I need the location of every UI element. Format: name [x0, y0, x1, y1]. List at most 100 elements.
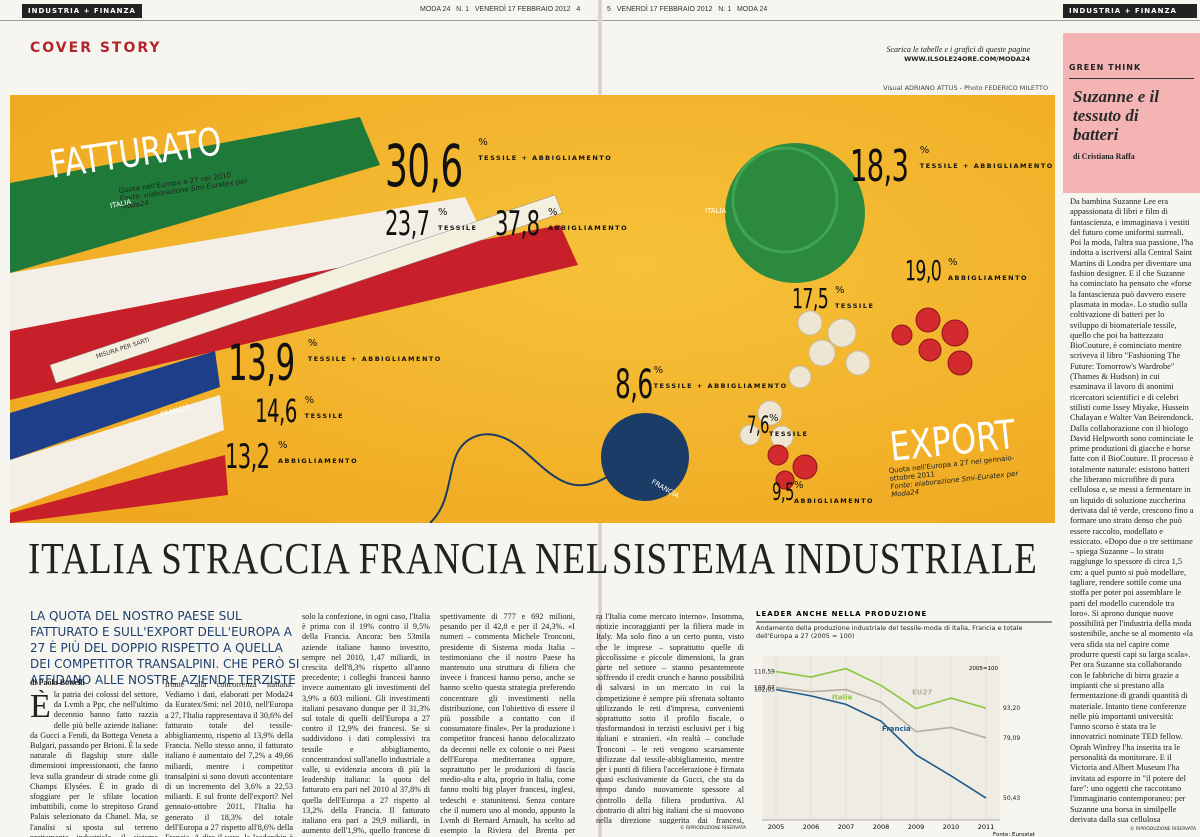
byline: di Paola Bottelli: [30, 678, 85, 687]
section-tab: INDUSTRIA + FINANZA: [22, 4, 142, 18]
figure: 8,6% TESSILE + ABBIGLIAMENTO: [615, 365, 788, 405]
figure-side: % TESSILE: [305, 395, 344, 420]
figure-label: ABBIGLIAMENTO: [947, 274, 1029, 282]
yarn-thread: [429, 433, 611, 523]
value-label: 102,05: [754, 687, 775, 694]
annotation: 2005=100: [969, 666, 999, 672]
folio: MODA 24 N. 1 VENERDÌ 17 FEBBRAIO 2012 4: [420, 6, 581, 13]
figure-unit: %: [278, 440, 288, 451]
figure-label: TESSILE: [438, 224, 478, 232]
figure: 17,5% TESSILE: [792, 285, 874, 313]
figure-label: TESSILE + ABBIGLIAMENTO: [919, 162, 1054, 170]
figure-value: 30,6: [385, 132, 463, 200]
article-column: ra l'Italia come mercato interno». Insom…: [596, 612, 744, 824]
figure-side: % TESSILE + ABBIGLIAMENTO: [654, 365, 788, 390]
figure-side: % TESSILE: [835, 285, 874, 310]
value-label: 93,20: [1003, 705, 1020, 712]
sidebar-byline: di Cristiana Raffa: [1073, 152, 1135, 161]
headline: ITALIA STRACCIA FRANCIA NEL: [28, 534, 610, 583]
article-column: fronte alla concorrenza italiana. Vediam…: [165, 680, 293, 837]
figure-side: % ABBIGLIAMENTO: [948, 257, 1028, 282]
figure: 30,6% TESSILE + ABBIGLIAMENTO: [385, 137, 612, 195]
figure-side: % TESSILE: [438, 207, 477, 232]
yarn: [725, 143, 865, 283]
subhead: LA QUOTA DEL NOSTRO PAESE SUL FATTURATO …: [30, 609, 300, 687]
figure-unit: %: [438, 207, 448, 218]
figure-label: TESSILE: [834, 302, 875, 310]
figure-unit: %: [307, 338, 318, 349]
figure-unit: %: [919, 145, 930, 156]
drop-cap: È: [30, 690, 51, 725]
figure-label: ABBIGLIAMENTO: [548, 224, 629, 232]
headline: SISTEMA INDUSTRIALE: [612, 534, 1038, 583]
x-tick-label: 2009: [908, 823, 925, 831]
tape: [49, 194, 563, 384]
figure-value: 23,7: [385, 204, 430, 244]
figure-unit: %: [834, 285, 845, 296]
figure-value: 37,8: [495, 204, 540, 244]
figure-value: 13,9: [228, 334, 295, 392]
figure-value: 18,3: [850, 141, 909, 192]
copyright: © RIPRODUZIONE RISERVATA: [1130, 827, 1197, 832]
ribbon: [10, 351, 220, 460]
ribbon: [10, 197, 488, 331]
download-url[interactable]: WWW.ILSOLE24ORE.COM/MODA24: [904, 55, 1030, 63]
figure-unit: %: [947, 257, 958, 268]
figure-label: TESSILE + ABBIGLIAMENTO: [307, 355, 442, 363]
figure: 19,0% ABBIGLIAMENTO: [905, 257, 1028, 285]
figure: 14,6% TESSILE: [255, 395, 344, 427]
value-label: 50,43: [1003, 795, 1020, 802]
figure-side: % TESSILE + ABBIGLIAMENTO: [478, 137, 612, 162]
x-tick-label: 2011: [978, 823, 995, 831]
figure-value: 7,6: [747, 411, 769, 439]
value-label: 110,59: [754, 669, 775, 676]
figure-value: 14,6: [255, 392, 297, 430]
figure-unit: %: [653, 365, 664, 376]
article-column: solo la confezione, in ogni caso, l'Ital…: [302, 612, 430, 837]
copyright: © RIPRODUZIONE RISERVATA: [680, 826, 747, 831]
figure-value: 17,5: [792, 282, 829, 315]
sidebar-body: Da bambina Suzanne Lee era appassionata …: [1070, 197, 1194, 824]
figure-side: % TESSILE + ABBIGLIAMENTO: [920, 145, 1054, 170]
line: [775, 686, 987, 739]
value-label: 79,09: [1003, 735, 1020, 742]
download-text: Scarica le tabelle e i grafici di queste…: [886, 45, 1030, 54]
figure-value: 13,2: [225, 437, 270, 477]
figure: 37,8% ABBIGLIAMENTO: [495, 207, 628, 241]
x-tick-label: 2005: [768, 823, 785, 831]
sidebar-section: GREEN THINK: [1069, 63, 1142, 72]
sidebar-header: GREEN THINK Suzanne e il tessuto di batt…: [1063, 33, 1200, 193]
chart-title: LEADER ANCHE NELLA PRODUZIONE: [756, 610, 927, 618]
x-tick-label: 2010: [943, 823, 960, 831]
figure: 9,5% ABBIGLIAMENTO: [772, 480, 874, 505]
ribbon: [10, 455, 228, 523]
download: Scarica le tabelle e i grafici di queste…: [880, 45, 1030, 63]
figure-unit: %: [793, 480, 804, 491]
figure-value: 8,6: [615, 362, 653, 408]
figure-unit: %: [304, 395, 315, 406]
column-text: la patria dei colossi del settore, da Lv…: [30, 690, 158, 837]
chart: LEADER ANCHE NELLA PRODUZIONE Andamento …: [754, 610, 1052, 837]
figure: 23,7% TESSILE: [385, 207, 477, 241]
figure-label: TESSILE: [304, 412, 345, 420]
figure-value: 9,5: [772, 478, 794, 506]
ribbon: [10, 225, 578, 400]
x-tick-label: 2008: [873, 823, 890, 831]
source: Fonte: Eurostat: [993, 832, 1036, 837]
figure-unit: %: [548, 207, 558, 218]
ribbon: [10, 117, 380, 273]
line: [775, 667, 987, 710]
section-tab: INDUSTRIA + FINANZA: [1063, 4, 1197, 18]
kicker: COVER STORY: [30, 40, 162, 56]
figure: 13,9% TESSILE + ABBIGLIAMENTO: [228, 338, 442, 388]
figure: 13,2% ABBIGLIAMENTO: [225, 440, 358, 474]
figure-unit: %: [768, 413, 779, 424]
figure-label: ABBIGLIAMENTO: [793, 497, 875, 505]
figure-label: TESSILE + ABBIGLIAMENTO: [478, 154, 613, 162]
yarn: [601, 413, 689, 501]
figure: 18,3% TESSILE + ABBIGLIAMENTO: [850, 145, 1054, 189]
figure-unit: %: [478, 137, 488, 148]
sidebar-title: Suzanne e il tessuto di batteri: [1073, 87, 1159, 144]
